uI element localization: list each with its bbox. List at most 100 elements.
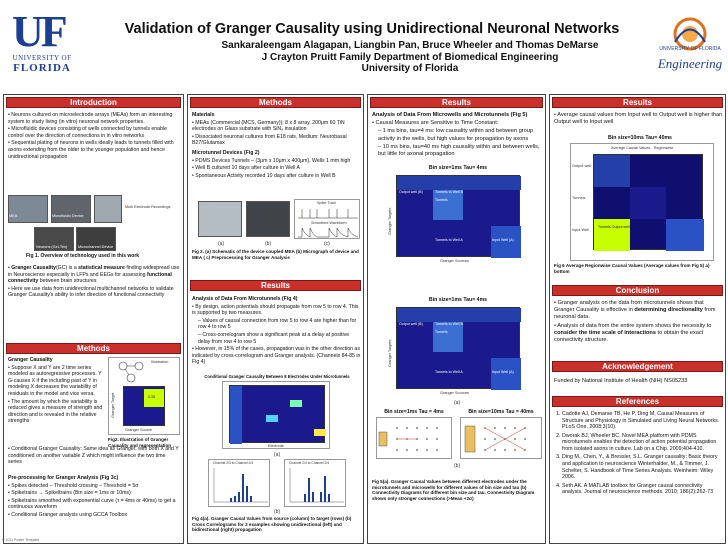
engineering-logo-sub: UNIVERSITY OF FLORIDA	[659, 46, 721, 52]
cc-left-title: Channel 2/3 to Channel 2/3	[213, 461, 254, 465]
fig2-caption: Fig 2. (a) Schematic of the device coupl…	[192, 249, 359, 260]
conclusion-part: from neuronal data.	[554, 307, 716, 321]
fig2-heatmap-value: 0.35	[148, 395, 155, 399]
fig4-heatmap-cell	[314, 429, 326, 436]
preprocessing-bullet: • Spiketrains smoothed with exponential …	[8, 497, 176, 511]
heatmap1-cell	[433, 190, 463, 220]
conclusion-part: to obtain the exact connectivity structu…	[554, 329, 704, 344]
spike-train-label: Spike Train	[317, 201, 336, 205]
references-list: Cadotte AJ, Demarse TB, He P, Ding M, Ca…	[554, 411, 724, 497]
materials-heading-text: Materials	[192, 112, 215, 118]
plated-neurons-photo	[34, 227, 74, 251]
reference-item: Seth AK. A MATLAB toolbox for Granger ca…	[562, 483, 724, 496]
fig4-heatmap-cell	[266, 415, 278, 422]
granger-intro-bold: statistical measure	[78, 265, 125, 271]
heatmap3: Tunnels Output well	[593, 154, 704, 251]
uf-logo: UF UNIVERSITY OF FLORIDA	[6, 10, 78, 76]
cc-right-plot	[289, 468, 344, 503]
heatmap3-row-label: Output well	[572, 164, 591, 168]
fig2-illustration-label: Illustration	[151, 360, 169, 364]
microchannel-photo	[76, 227, 116, 251]
uf-logo-name: FLORIDA	[13, 62, 71, 74]
fig4-xlabel: Electrode	[268, 444, 285, 448]
fig2-label-c: (c)	[324, 241, 330, 247]
heatmap1-title: Bin size=1ms Tau= 4ms	[428, 165, 488, 171]
analysis-heading: Analysis of Data From Microtunnels (Fig …	[192, 296, 362, 303]
poster-header: UF UNIVERSITY OF FLORIDA Validation of G…	[0, 0, 728, 86]
poster-authors: Sankaraleengam Alagapan, Liangbin Pan, B…	[170, 40, 650, 75]
heatmap1-label: Input Well (A)	[492, 238, 514, 242]
results-text: • Average causal values from Input well …	[554, 112, 724, 127]
conclusion-text: • Granger analysis on the data from micr…	[554, 300, 724, 345]
fig2-heatmap: 0.35	[123, 386, 165, 426]
preprocessing-bullet: • Spiketrains → Spikeltrains (Bin size =…	[8, 490, 131, 497]
fig1-caption: Fig 1. Overview of technology used in th…	[26, 253, 140, 259]
fig2-caption: Fig2. Illustration of Granger Causality …	[108, 437, 172, 448]
granger-illustration-diagram	[118, 361, 144, 383]
granger-intro-part: between brain structures	[38, 278, 97, 285]
gc-bullet: • The amount by which the variability is…	[8, 398, 103, 425]
preprocessing-waveforms: Spike Train Smoothed Waveform	[294, 199, 360, 239]
engineering-logo-text: Engineering	[657, 56, 723, 71]
fig4-heatmap-cell	[230, 386, 242, 444]
fig1-label-device: Microfluidic Device	[52, 214, 84, 218]
heatmap1-cell	[491, 226, 521, 258]
results-bullet: • Average causal values from Input well …	[554, 112, 723, 126]
preprocessing-text: Pre-processing for Granger Analysis (Fig…	[8, 475, 180, 520]
fig4-heatmap-frame: Electrode	[222, 381, 330, 449]
preprocessing-bullet: • Spikes detected – Threshold crossing –…	[8, 482, 139, 489]
fig2-ylabel: Granger Target	[111, 392, 115, 418]
heatmap2-title: Bin size=1ms Tau= 4ms	[428, 297, 488, 303]
granger-intro-paragraph: • Here we use data from unidirectional m…	[8, 285, 174, 299]
results-header: Results	[552, 97, 723, 108]
conclusion-part: • Analysis of data from the entire syste…	[554, 322, 712, 329]
cc-right-title: Channel 2/4 to Channel 2/4	[289, 461, 330, 465]
fig2-heatmap-cell	[144, 389, 164, 407]
heatmap1-xlabel: Granger Sources	[440, 259, 469, 263]
recording-photo	[94, 195, 122, 223]
heatmap2-label: Input Well (A)	[492, 370, 514, 374]
poster-title: Validation of Granger Causality using Un…	[124, 21, 620, 37]
connectivity2-title: Bin size=10ms Tau = 40ms	[468, 409, 534, 415]
heatmap2-label: Output well (B)	[399, 322, 423, 326]
analysis-subbullet: – Values of causal connection from row 5…	[198, 317, 357, 331]
heatmap1-label: Output well (B)	[399, 190, 423, 194]
heatmap2-label: Tunnels to Well B	[435, 322, 463, 326]
smoothed-label: Smoothed Waveform	[311, 221, 347, 225]
column-3: Results Analysis of Data From Microwells…	[367, 94, 546, 544]
microtunnel-analysis-text: Analysis of Data From Microtunnels (Fig …	[192, 296, 362, 367]
fig4-label-a: (a)	[274, 452, 281, 458]
university-line: University of Florida	[361, 63, 459, 74]
micro-heading-text: Microtunnel Devices (Fig 2)	[192, 149, 260, 156]
device-schematic	[198, 201, 242, 237]
reference-item: Dworak BJ, Wheeler BC. Novel MEA platfor…	[562, 433, 724, 453]
fig1-label-micro: Microchannel Device	[78, 245, 114, 249]
connectivity1-plot	[378, 427, 438, 451]
heatmap3-row-label: Input Well	[572, 228, 589, 232]
heatmap3-row-label: Tunnels	[572, 196, 586, 200]
heatmap2: Output well (B) Tunnels to Well B Tunnel…	[396, 307, 521, 390]
fig6-caption: Fig 6 Average Regionwise Causal Values (…	[554, 263, 710, 274]
heatmap2-cell	[397, 308, 521, 322]
heatmap3-cell	[594, 155, 630, 187]
heatmap2-cell	[491, 358, 521, 390]
intro-paragraph: • Microfluidic devices consisting of wel…	[8, 126, 167, 139]
acknowledgement-text: Funded by National Institute of Health (…	[554, 378, 688, 384]
heatmap1-ylabel: Granger Targets	[388, 207, 392, 235]
heatmap1-label: Tunnels to Well B	[435, 190, 463, 194]
fig1-label-plated: Neurons (Gel-Tris)	[36, 245, 68, 249]
introduction-text: • Neurons cultured on microelectrode arr…	[8, 112, 180, 161]
spike-train-plot	[298, 209, 358, 219]
heatmap2-ylabel: Granger Targets	[388, 339, 392, 367]
cross-correlogram-left: Channel 2/3 to Channel 2/3	[208, 459, 270, 507]
heatmap3-label: Tunnels Output well	[598, 225, 630, 229]
gc-heading-text: Granger Causality	[8, 357, 53, 363]
device-micrograph	[246, 201, 290, 237]
heatmap1-label: Tunnels	[435, 198, 448, 202]
analysis-heading-text: Analysis of Data From Microwells and Mic…	[372, 112, 528, 118]
gc-bullet: • Suppose X and Y are 2 time series mode…	[8, 364, 102, 397]
granger-intro-pre: •	[8, 265, 12, 271]
acknowledgement-header: Acknowledgement	[552, 361, 723, 372]
micro-bullet: • Spontaneous Activity recorded 10 days …	[192, 172, 336, 179]
